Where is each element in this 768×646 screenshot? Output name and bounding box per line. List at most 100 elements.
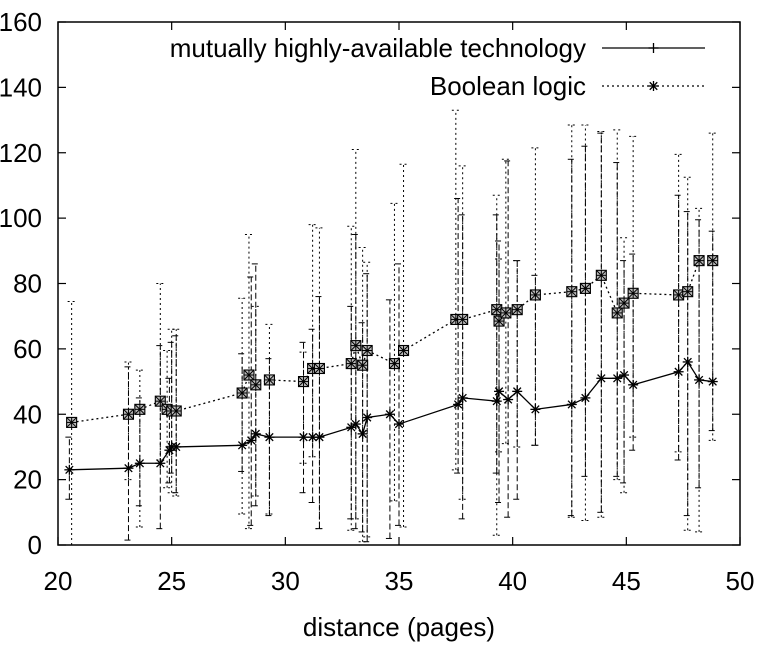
data-point-series-0 [491, 396, 502, 407]
data-point-series-1 [357, 359, 369, 371]
data-point-series-1 [361, 344, 373, 357]
error-bar-1 [163, 350, 172, 489]
data-point-series-1 [566, 286, 578, 298]
x-tick-label: 35 [385, 566, 414, 596]
error-bar-1 [238, 297, 247, 515]
data-point-series-1 [618, 297, 630, 309]
data-point-series-1 [122, 408, 135, 420]
data-point-series-1 [263, 374, 275, 386]
data-point-series-1 [297, 376, 310, 388]
data-point-series-0 [134, 458, 145, 469]
data-point-series-0 [494, 386, 505, 397]
data-point-series-0 [264, 432, 275, 443]
data-point-series-1 [313, 362, 325, 375]
error-bar-1 [351, 148, 360, 520]
legend-marker-1 [648, 81, 659, 91]
data-point-series-1 [627, 287, 639, 299]
data-point-series-1 [66, 416, 78, 428]
data-point-series-0 [580, 392, 591, 403]
y-tick-label: 160 [0, 7, 42, 37]
y-tick-label: 120 [0, 138, 42, 168]
error-bar-1 [683, 176, 692, 531]
data-points [64, 255, 719, 475]
data-point-series-0 [314, 432, 325, 443]
data-point-series-0 [707, 376, 718, 387]
legend: mutually highly-available technology Boo… [170, 33, 705, 101]
error-bar-0 [395, 263, 403, 526]
data-point-series-0 [357, 428, 368, 439]
data-point-series-1 [595, 269, 607, 281]
error-bar-1 [458, 165, 467, 500]
y-tick-label: 20 [13, 465, 42, 495]
error-bar-1 [265, 323, 274, 515]
error-bar-1 [581, 124, 590, 521]
error-bar-1 [172, 328, 181, 497]
x-tick-label: 20 [44, 566, 73, 596]
data-point-series-0 [237, 440, 248, 451]
error-bar-0 [695, 219, 704, 489]
data-point-series-1 [511, 304, 523, 316]
error-bar-1 [597, 131, 606, 518]
x-tick-label: 40 [498, 566, 527, 596]
data-point-series-0 [64, 464, 75, 475]
data-point-series-0 [619, 370, 630, 381]
error-bar-1 [347, 225, 356, 531]
error-bar-1 [251, 305, 260, 497]
data-point-series-0 [298, 432, 309, 443]
legend-label-mutually-highly-available-technology: mutually highly-available technology [170, 33, 586, 63]
error-bar-0 [358, 322, 367, 533]
data-point-series-0 [123, 463, 134, 474]
data-point-series-0 [250, 428, 261, 439]
error-bar-1 [531, 147, 540, 446]
data-point-series-0 [350, 419, 361, 430]
data-point-series-1 [170, 405, 182, 417]
data-point-series-0 [394, 419, 404, 430]
data-point-series-1 [134, 403, 146, 415]
data-point-series-0 [503, 394, 514, 405]
data-point-series-1 [397, 344, 410, 357]
error-bar-0 [347, 305, 356, 520]
data-point-series-1 [457, 313, 469, 326]
legend-marker-0 [648, 43, 659, 53]
y-tick-label: 140 [0, 72, 42, 102]
error-bar-1 [451, 109, 460, 471]
x-tick-label: 25 [157, 566, 186, 596]
error-bar-1 [613, 129, 622, 481]
data-point-series-1 [493, 315, 505, 327]
error-bar-0 [581, 145, 590, 477]
error-bar-1 [358, 247, 367, 543]
error-bar-0 [156, 345, 165, 530]
data-point-series-0 [566, 399, 577, 410]
data-point-series-1 [673, 289, 685, 301]
error-bar-1 [501, 158, 510, 445]
data-point-series-0 [246, 435, 257, 446]
error-bar-1 [708, 132, 717, 441]
error-bar-1 [135, 369, 144, 528]
data-point-series-0 [457, 392, 468, 403]
error-bar-1 [299, 351, 308, 464]
data-point-series-1 [529, 289, 541, 301]
error-bar-1 [315, 227, 324, 530]
x-axis-title: distance (pages) [303, 612, 495, 642]
error-bar-1 [124, 361, 133, 481]
error-bars [65, 109, 717, 546]
data-point-series-1 [491, 304, 503, 316]
error-bar-1 [495, 258, 504, 453]
data-point-series-0 [512, 386, 523, 397]
error-bar-1 [513, 260, 522, 448]
y-tick-label: 60 [13, 334, 42, 364]
error-bar-0 [165, 377, 174, 484]
data-point-series-1 [350, 340, 362, 352]
data-point-series-1 [611, 307, 623, 319]
data-point-series-0 [453, 399, 464, 410]
error-bar-1 [308, 224, 317, 458]
error-bar-1 [390, 202, 399, 502]
data-point-series-0 [155, 458, 166, 469]
data-point-series-1 [579, 282, 591, 294]
data-point-series-1 [388, 358, 401, 370]
data-point-series-0 [628, 379, 639, 390]
error-bar-1 [629, 135, 638, 438]
data-point-series-1 [707, 255, 719, 267]
data-point-series-0 [384, 409, 395, 420]
